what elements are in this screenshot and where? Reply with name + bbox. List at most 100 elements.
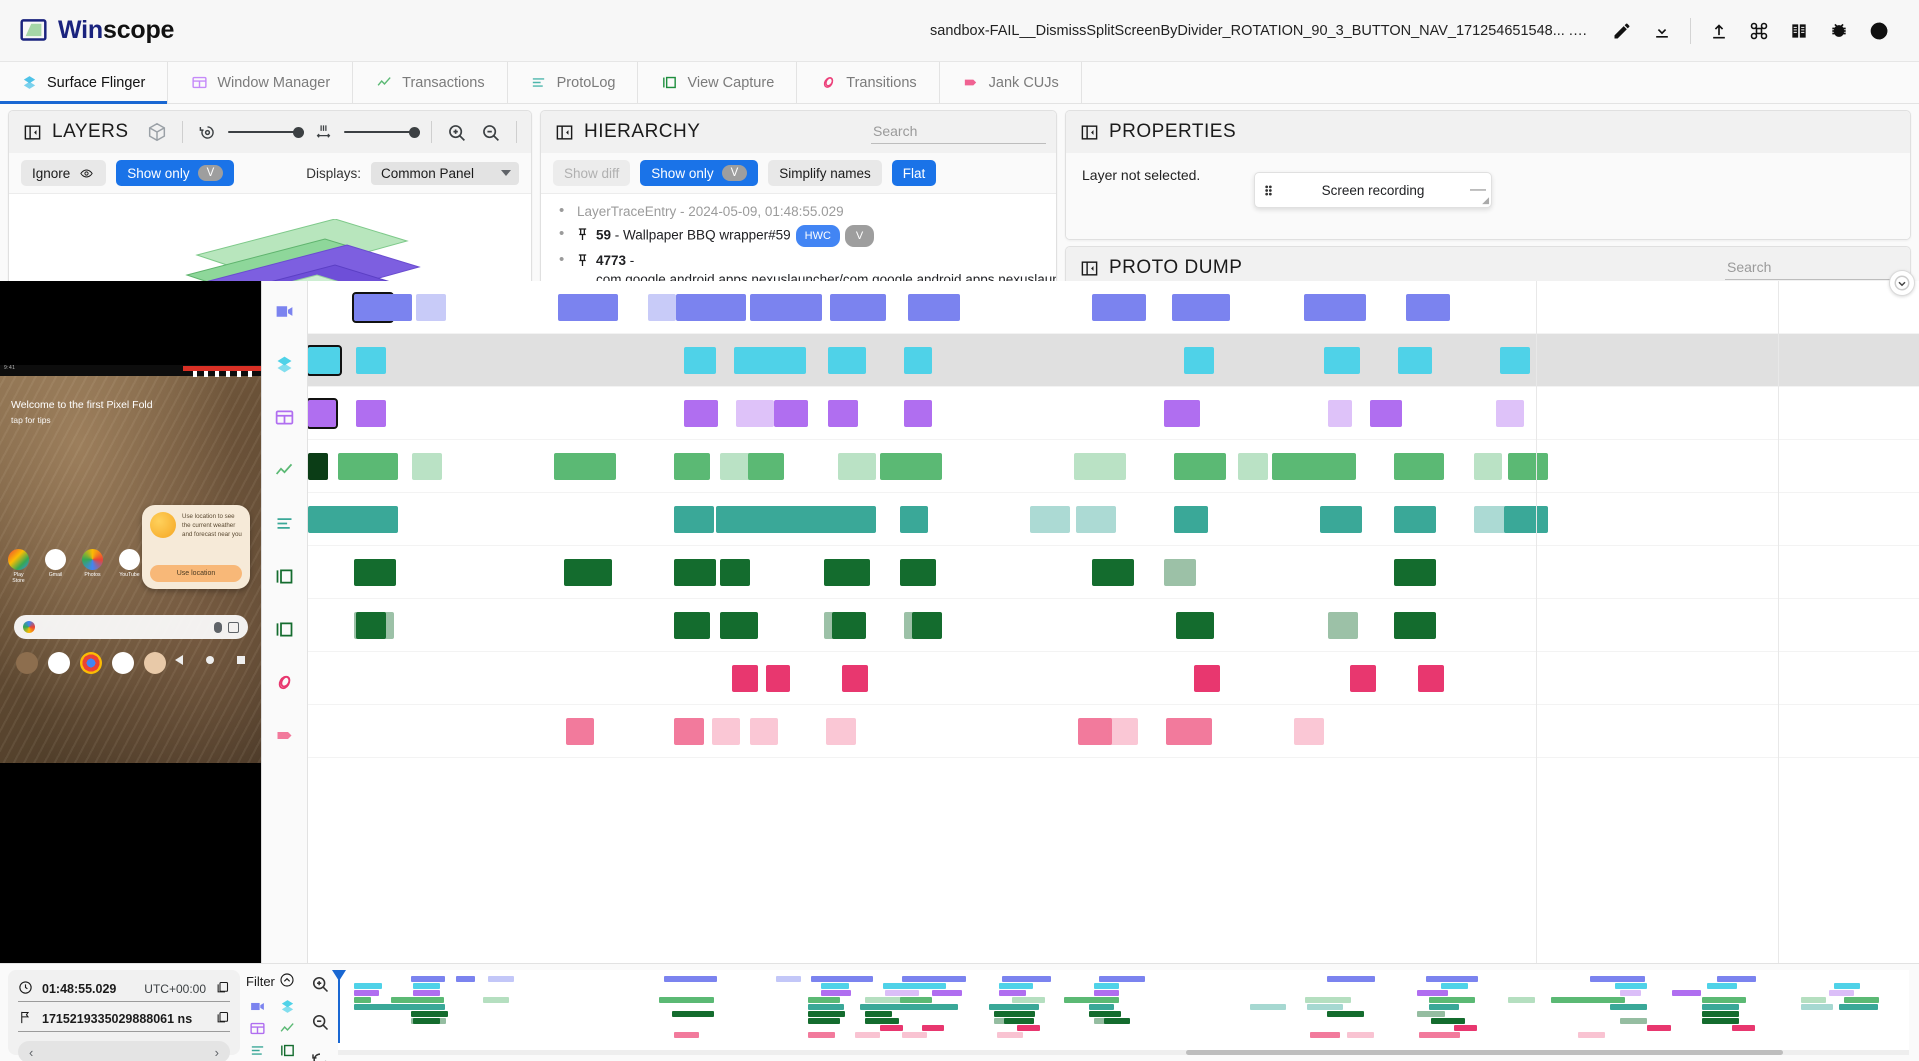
timeline-entry[interactable] <box>1474 453 1502 480</box>
timeline-entry[interactable] <box>1394 453 1444 480</box>
rail-transactions-icon[interactable] <box>262 444 307 497</box>
ns-field[interactable]: 1715219335029888061 ns <box>18 1008 230 1032</box>
app-icon-youtube[interactable]: YouTube <box>119 549 140 584</box>
edit-pencil-icon[interactable] <box>1602 11 1642 51</box>
timeline-entry[interactable] <box>732 665 758 692</box>
timeline-entry[interactable] <box>1164 400 1200 427</box>
timeline-entry[interactable] <box>356 612 386 639</box>
copy-icon[interactable] <box>215 1010 230 1028</box>
timeline-entry[interactable] <box>904 400 932 427</box>
timeline-entry[interactable] <box>832 612 866 639</box>
zoom-out-icon[interactable] <box>310 1012 330 1037</box>
simplify-names-button[interactable]: Simplify names <box>768 160 882 186</box>
surface-flinger-track[interactable] <box>308 334 1919 387</box>
rail-surface-flinger-icon[interactable] <box>262 338 307 391</box>
timeline-entry[interactable] <box>1194 665 1220 692</box>
timeline-playhead[interactable] <box>338 970 340 1043</box>
timeline-entry[interactable] <box>736 400 774 427</box>
timeline-entry[interactable] <box>1320 506 1362 533</box>
rotation-icon[interactable] <box>194 118 222 146</box>
timeline-entry[interactable] <box>308 453 328 480</box>
timeline-entry[interactable] <box>904 347 932 374</box>
time-field[interactable]: 01:48:55.029 UTC+00:00 <box>18 978 230 1002</box>
shortcuts-command-icon[interactable] <box>1739 11 1779 51</box>
filter-header[interactable]: Filter <box>246 972 302 991</box>
timeline-entry[interactable] <box>720 612 758 639</box>
timeline-entry[interactable] <box>308 398 338 429</box>
timeline-entry[interactable] <box>354 559 396 586</box>
filter-surface-flinger-icon[interactable] <box>276 997 298 1015</box>
timeline-entry[interactable] <box>1166 718 1212 745</box>
timeline-entry[interactable] <box>720 559 750 586</box>
app-icon-photos[interactable]: Photos <box>82 549 103 584</box>
timeline-entry[interactable] <box>1406 294 1450 321</box>
timeline-entry[interactable] <box>1328 612 1358 639</box>
timeline-entry[interactable] <box>900 506 928 533</box>
protolog-track[interactable] <box>308 493 1919 546</box>
timeline-entry[interactable] <box>412 453 442 480</box>
timeline-entry[interactable] <box>1092 559 1134 586</box>
dock-icon-5[interactable] <box>144 652 166 674</box>
timeline-entry[interactable] <box>1496 400 1524 427</box>
timeline-scrollbar[interactable] <box>338 1050 1909 1055</box>
tab-surface-flinger[interactable]: Surface Flinger <box>0 62 169 104</box>
rail-window-manager-icon[interactable] <box>262 391 307 444</box>
filter-screen-recording-icon[interactable] <box>246 997 268 1015</box>
timeline-entry[interactable] <box>1238 453 1268 480</box>
timeline-entry[interactable] <box>820 506 876 533</box>
timeline-entry[interactable] <box>766 665 790 692</box>
hierarchy-search-input[interactable]: Search <box>871 120 1046 144</box>
timeline-entry[interactable] <box>1174 506 1208 533</box>
timeline-entry[interactable] <box>1108 718 1138 745</box>
view-capture-2-track[interactable] <box>308 599 1919 652</box>
weather-widget[interactable]: Use location to see the current weather … <box>142 505 250 589</box>
drag-handle-icon[interactable] <box>1255 183 1281 198</box>
timeline-entry[interactable] <box>1184 347 1214 374</box>
report-bug-icon[interactable] <box>1819 11 1859 51</box>
3d-cube-icon[interactable] <box>143 118 171 146</box>
timeline-entry[interactable] <box>1078 718 1112 745</box>
rotation-slider[interactable] <box>227 121 304 143</box>
timeline-entry[interactable] <box>830 294 886 321</box>
back-button-icon[interactable] <box>175 655 183 665</box>
timeline-entry[interactable] <box>1176 612 1214 639</box>
recents-button-icon[interactable] <box>237 656 245 664</box>
app-icon-play-store[interactable]: Play Store <box>8 549 29 584</box>
slider-knob[interactable] <box>408 126 420 138</box>
download-icon[interactable] <box>1642 11 1682 51</box>
timeline-entry[interactable] <box>748 453 784 480</box>
collapse-panel-icon[interactable] <box>23 123 42 142</box>
ignore-button[interactable]: Ignore <box>21 160 107 186</box>
timeline-entry[interactable] <box>774 400 808 427</box>
app-icon-gmail[interactable]: Gmail <box>45 549 66 584</box>
timeline-entry[interactable] <box>674 612 710 639</box>
tab-transitions[interactable]: Transitions <box>797 62 940 103</box>
tab-jank-cujs[interactable]: Jank CUJs <box>940 62 1082 103</box>
tree-node-59[interactable]: • 59 - Wallpaper BBQ wrapper#59 HWC V <box>541 223 1056 249</box>
timeline-entry[interactable] <box>912 612 942 639</box>
rail-view-capture-icon[interactable] <box>262 550 307 603</box>
timeline-entry[interactable] <box>308 345 342 376</box>
device-screen-preview[interactable]: 9:41 Welcome to the first Pixel Fold tap… <box>0 281 262 963</box>
dock-icon-1[interactable] <box>16 652 38 674</box>
timeline-entry[interactable] <box>824 559 870 586</box>
timeline-entry[interactable] <box>908 294 960 321</box>
timeline-entry[interactable] <box>356 347 386 374</box>
dark-mode-icon[interactable] <box>1859 11 1899 51</box>
show-only-button[interactable]: Show only V <box>640 160 759 186</box>
show-diff-button[interactable]: Show diff <box>553 160 631 186</box>
displays-select[interactable]: Common Panel <box>371 161 519 185</box>
proto-dump-search-input[interactable]: Search <box>1725 256 1900 280</box>
timeline-entry[interactable] <box>1504 506 1548 533</box>
scrollbar-thumb[interactable] <box>1186 1050 1784 1055</box>
timeline-entry[interactable] <box>1174 453 1226 480</box>
timeline-entry[interactable] <box>674 506 714 533</box>
tab-view-capture[interactable]: View Capture <box>638 62 798 103</box>
timeline-entry[interactable] <box>1328 400 1352 427</box>
timeline-entry[interactable] <box>1304 294 1366 321</box>
timeline-entry[interactable] <box>734 347 806 374</box>
resize-handle-icon[interactable]: ◢ <box>1482 195 1489 205</box>
collapse-panel-icon[interactable] <box>555 123 574 142</box>
rail-transitions-icon[interactable] <box>262 656 307 709</box>
timeline-entry[interactable] <box>842 665 868 692</box>
